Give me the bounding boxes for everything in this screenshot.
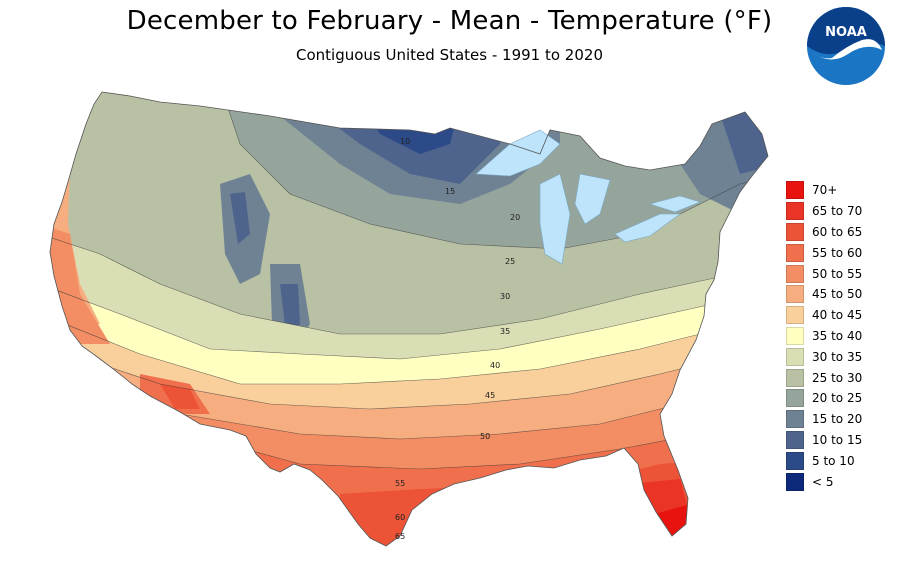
legend-swatch (786, 472, 804, 491)
legend-swatch (786, 243, 804, 262)
legend-swatch (786, 451, 804, 470)
legend-label: 40 to 45 (812, 308, 863, 323)
legend-item: 30 to 35 (786, 346, 896, 367)
legend-item: 25 to 30 (786, 367, 896, 388)
map-subtitle: Contiguous United States - 1991 to 2020 (296, 46, 603, 64)
legend-label: 5 to 10 (812, 453, 855, 468)
contour-label: 50 (480, 432, 490, 441)
legend-swatch (786, 306, 804, 325)
legend-swatch (786, 347, 804, 366)
contour-label: 40 (490, 361, 500, 370)
contour-label: 25 (505, 257, 515, 266)
legend-label: 30 to 35 (812, 349, 863, 364)
contour-label: 35 (500, 327, 510, 336)
legend-item: 15 to 20 (786, 409, 896, 430)
legend-label: 45 to 50 (812, 287, 863, 302)
legend-item: 20 to 25 (786, 388, 896, 409)
legend-swatch (786, 326, 804, 345)
legend-label: 50 to 55 (812, 266, 863, 281)
contour-label: 20 (510, 213, 520, 222)
noaa-logo-icon: NOAA (807, 7, 885, 85)
contour-label: 10 (400, 137, 410, 146)
contour-label: 60 (395, 513, 405, 522)
legend-item: 5 to 10 (786, 450, 896, 471)
legend-item: 65 to 70 (786, 201, 896, 222)
legend-swatch (786, 410, 804, 429)
contour-label: 45 (485, 391, 495, 400)
legend-swatch (786, 222, 804, 241)
legend-label: 65 to 70 (812, 204, 863, 219)
legend-item: 40 to 45 (786, 305, 896, 326)
contour-label: 15 (445, 187, 455, 196)
legend-label: < 5 (812, 474, 834, 489)
legend-item: 55 to 60 (786, 242, 896, 263)
legend-item: 35 to 40 (786, 326, 896, 347)
legend-label: 25 to 30 (812, 370, 863, 385)
legend-swatch (786, 368, 804, 387)
legend-item: 10 to 15 (786, 430, 896, 451)
logo-text: NOAA (825, 25, 867, 40)
legend-swatch (786, 181, 804, 200)
contour-label: 30 (500, 292, 510, 301)
legend: 70+ 65 to 70 60 to 65 55 to 60 50 to 55 45 to… (786, 180, 896, 492)
legend-item: < 5 (786, 471, 896, 492)
legend-item: 60 to 65 (786, 222, 896, 243)
legend-swatch (786, 264, 804, 283)
contour-label: 55 (395, 479, 405, 488)
legend-label: 10 to 15 (812, 432, 863, 447)
legend-swatch (786, 389, 804, 408)
temperature-map: 10 15 20 25 30 35 40 45 50 55 60 65 (49, 91, 769, 547)
legend-label: 70+ (812, 183, 838, 198)
legend-item: 50 to 55 (786, 263, 896, 284)
legend-item: 45 to 50 (786, 284, 896, 305)
us-outline (49, 91, 769, 547)
legend-label: 15 to 20 (812, 412, 863, 427)
legend-label: 35 to 40 (812, 328, 863, 343)
great-lakes (475, 129, 701, 265)
legend-label: 60 to 65 (812, 224, 863, 239)
legend-label: 55 to 60 (812, 245, 863, 260)
legend-item: 70+ (786, 180, 896, 201)
map-title: December to February - Mean - Temperatur… (126, 6, 773, 36)
legend-swatch (786, 430, 804, 449)
legend-swatch (786, 202, 804, 221)
legend-label: 20 to 25 (812, 391, 863, 406)
legend-swatch (786, 285, 804, 304)
contour-label: 65 (395, 532, 405, 541)
